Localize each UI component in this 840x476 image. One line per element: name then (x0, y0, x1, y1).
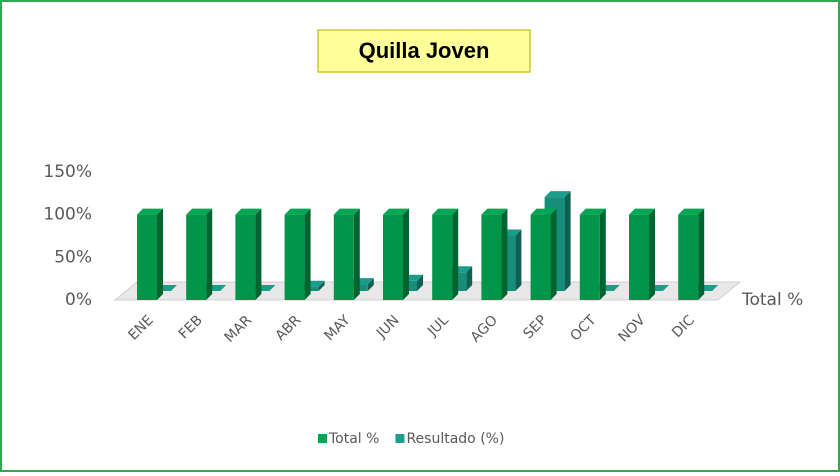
bar (678, 208, 705, 300)
bar-side (367, 278, 374, 291)
bar (186, 208, 213, 300)
bar-side (417, 274, 423, 291)
y-tick-label: 100% (43, 205, 92, 225)
bar-side (353, 208, 360, 300)
bar-side (649, 208, 655, 300)
chart-title: Quilla Joven (359, 38, 490, 63)
bar-side (564, 191, 571, 291)
bar (629, 208, 655, 300)
bar-top (383, 208, 409, 215)
bar-front (432, 214, 453, 300)
bar-top (432, 208, 459, 215)
bar-side (466, 266, 473, 291)
bar-side (157, 208, 163, 300)
depth-axis-label: Total % (741, 290, 803, 310)
bar (481, 208, 508, 300)
y-tick-label: 150% (43, 162, 92, 182)
bar-side (403, 208, 409, 300)
legend-label: Resultado (%) (406, 431, 504, 447)
bar (333, 208, 360, 300)
bar (383, 208, 409, 300)
bar-side (550, 208, 557, 300)
bar-front (678, 214, 699, 300)
bar-side (452, 208, 459, 300)
bar-front (629, 214, 649, 300)
bar-side (698, 208, 705, 300)
bar-front (235, 214, 256, 300)
bar-top (333, 208, 360, 215)
bar-top (579, 208, 606, 215)
bar-top (137, 208, 163, 215)
bar-front (186, 214, 207, 300)
y-tick-label: 50% (54, 247, 92, 267)
bar-front (383, 214, 403, 300)
bar-front (284, 214, 305, 300)
bar-top (530, 208, 557, 215)
bar-top (235, 208, 262, 215)
bar-side (501, 208, 508, 300)
bar-top (629, 208, 655, 215)
legend-label: Total % (328, 431, 379, 447)
bar (530, 208, 557, 300)
bar (235, 208, 262, 300)
legend-swatch (318, 434, 327, 443)
bar-side (599, 208, 606, 300)
bar-side (515, 229, 522, 291)
bar (284, 208, 311, 300)
bar-side (318, 280, 325, 291)
bar (579, 208, 606, 300)
title-box (317, 29, 531, 73)
bar (432, 208, 459, 300)
bar-top (678, 208, 705, 215)
bar-top (186, 208, 213, 215)
bar-top (481, 208, 508, 215)
bar-front (481, 214, 502, 300)
bar-front (579, 214, 600, 300)
bar-side (255, 208, 262, 300)
legend-swatch (395, 434, 405, 443)
y-tick-label: 0% (65, 290, 92, 310)
bar-top (544, 191, 571, 198)
bar-side (206, 208, 213, 300)
bar-front (530, 214, 551, 300)
bar-side (304, 208, 311, 300)
bar-front (137, 214, 157, 300)
bar-front (333, 214, 354, 300)
bar (137, 208, 163, 300)
bar-top (284, 208, 311, 215)
